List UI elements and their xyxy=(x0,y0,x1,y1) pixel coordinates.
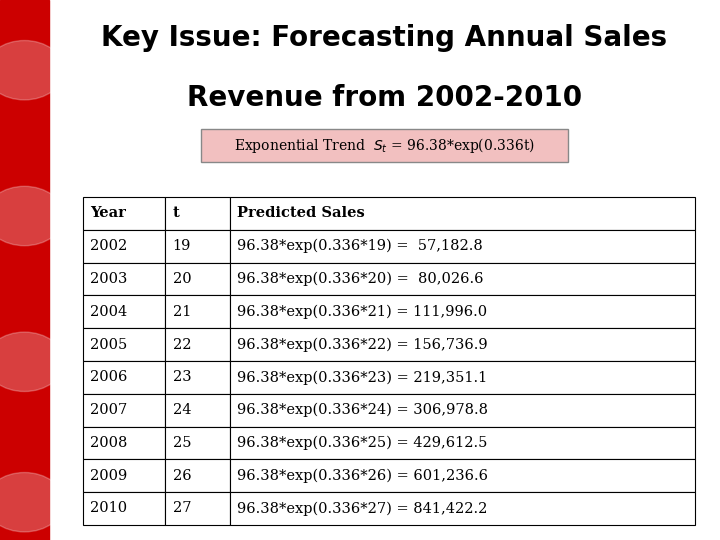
FancyBboxPatch shape xyxy=(166,328,230,361)
Text: 96.38*exp(0.336*20) =  80,026.6: 96.38*exp(0.336*20) = 80,026.6 xyxy=(237,272,483,286)
FancyBboxPatch shape xyxy=(83,361,166,394)
Text: 25: 25 xyxy=(173,436,191,450)
FancyBboxPatch shape xyxy=(83,427,166,460)
FancyBboxPatch shape xyxy=(230,295,695,328)
Text: 2003: 2003 xyxy=(90,272,127,286)
Text: 96.38*exp(0.336*21) = 111,996.0: 96.38*exp(0.336*21) = 111,996.0 xyxy=(237,305,487,319)
Text: 24: 24 xyxy=(173,403,191,417)
Text: 2010: 2010 xyxy=(90,502,127,516)
FancyBboxPatch shape xyxy=(83,230,166,262)
Text: 96.38*exp(0.336*27) = 841,422.2: 96.38*exp(0.336*27) = 841,422.2 xyxy=(237,501,487,516)
FancyBboxPatch shape xyxy=(166,230,230,262)
Text: 2005: 2005 xyxy=(90,338,127,352)
FancyBboxPatch shape xyxy=(83,262,166,295)
Text: 26: 26 xyxy=(173,469,192,483)
FancyBboxPatch shape xyxy=(166,427,230,460)
FancyBboxPatch shape xyxy=(83,394,166,427)
Text: 2006: 2006 xyxy=(90,370,127,384)
FancyBboxPatch shape xyxy=(166,262,230,295)
FancyBboxPatch shape xyxy=(83,197,166,230)
Text: 96.38*exp(0.336*22) = 156,736.9: 96.38*exp(0.336*22) = 156,736.9 xyxy=(237,338,487,352)
FancyBboxPatch shape xyxy=(83,328,166,361)
FancyBboxPatch shape xyxy=(230,262,695,295)
FancyBboxPatch shape xyxy=(230,328,695,361)
Text: 2002: 2002 xyxy=(90,239,127,253)
FancyBboxPatch shape xyxy=(166,460,230,492)
FancyBboxPatch shape xyxy=(166,492,230,525)
Text: 2009: 2009 xyxy=(90,469,127,483)
FancyBboxPatch shape xyxy=(230,460,695,492)
Text: 21: 21 xyxy=(173,305,191,319)
FancyBboxPatch shape xyxy=(230,394,695,427)
FancyBboxPatch shape xyxy=(166,361,230,394)
FancyBboxPatch shape xyxy=(230,361,695,394)
Circle shape xyxy=(0,186,64,246)
Text: 20: 20 xyxy=(173,272,192,286)
Text: Year: Year xyxy=(90,206,126,220)
FancyBboxPatch shape xyxy=(230,230,695,262)
Text: 2007: 2007 xyxy=(90,403,127,417)
Text: t: t xyxy=(173,206,179,220)
Text: Exponential Trend  $S_t$ = 96.38*exp(0.336t): Exponential Trend $S_t$ = 96.38*exp(0.33… xyxy=(234,136,535,155)
Circle shape xyxy=(0,472,64,532)
FancyBboxPatch shape xyxy=(83,460,166,492)
FancyBboxPatch shape xyxy=(230,197,695,230)
Circle shape xyxy=(0,40,64,100)
FancyBboxPatch shape xyxy=(83,295,166,328)
FancyBboxPatch shape xyxy=(0,0,49,540)
Text: 2008: 2008 xyxy=(90,436,127,450)
FancyBboxPatch shape xyxy=(166,295,230,328)
Text: 96.38*exp(0.336*25) = 429,612.5: 96.38*exp(0.336*25) = 429,612.5 xyxy=(237,436,487,450)
Text: Predicted Sales: Predicted Sales xyxy=(237,206,364,220)
FancyBboxPatch shape xyxy=(201,129,568,162)
Text: 19: 19 xyxy=(173,239,191,253)
Text: 96.38*exp(0.336*19) =  57,182.8: 96.38*exp(0.336*19) = 57,182.8 xyxy=(237,239,482,253)
Text: 96.38*exp(0.336*26) = 601,236.6: 96.38*exp(0.336*26) = 601,236.6 xyxy=(237,469,488,483)
FancyBboxPatch shape xyxy=(230,492,695,525)
FancyBboxPatch shape xyxy=(230,427,695,460)
Text: 27: 27 xyxy=(173,502,191,516)
Text: 23: 23 xyxy=(173,370,192,384)
Circle shape xyxy=(0,332,64,392)
Text: 96.38*exp(0.336*24) = 306,978.8: 96.38*exp(0.336*24) = 306,978.8 xyxy=(237,403,488,417)
FancyBboxPatch shape xyxy=(166,394,230,427)
Text: Key Issue: Forecasting Annual Sales: Key Issue: Forecasting Annual Sales xyxy=(102,24,667,52)
FancyBboxPatch shape xyxy=(83,492,166,525)
Text: 22: 22 xyxy=(173,338,191,352)
Text: Revenue from 2002-2010: Revenue from 2002-2010 xyxy=(187,84,582,112)
Text: 96.38*exp(0.336*23) = 219,351.1: 96.38*exp(0.336*23) = 219,351.1 xyxy=(237,370,487,384)
FancyBboxPatch shape xyxy=(166,197,230,230)
Text: 2004: 2004 xyxy=(90,305,127,319)
